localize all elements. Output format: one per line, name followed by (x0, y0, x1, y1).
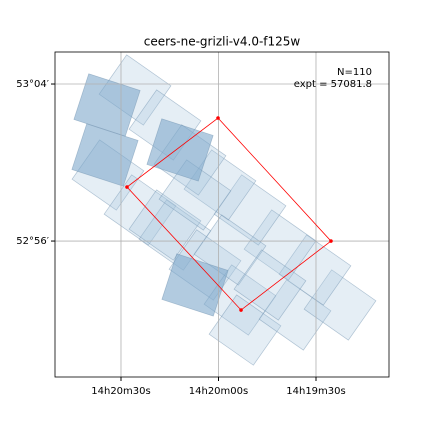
annotation: expt = 57081.8 (294, 79, 372, 90)
exposure-tile (158, 159, 232, 231)
chart-title: ceers-ne-grizli-v4.0-f125w (144, 35, 301, 49)
exposure-tile (233, 249, 307, 321)
outline-vertex (239, 308, 243, 312)
exposure-tile (303, 269, 377, 341)
outline-vertex (216, 116, 220, 120)
y-tick-label: 53°04′ (16, 79, 49, 90)
x-tick-label: 14h20m00s (189, 386, 248, 397)
plot-frame (54, 51, 390, 378)
outline-vertex (329, 239, 333, 243)
y-tick-label: 52°56′ (16, 236, 49, 247)
outline-vertex (125, 185, 129, 189)
exposure-tile (243, 209, 317, 281)
exposure-tile (161, 253, 229, 317)
exposure-tile (278, 234, 352, 306)
x-tick-label: 14h20m30s (91, 386, 150, 397)
exposure-tile (213, 174, 287, 246)
exposure-tile (208, 294, 282, 366)
annotation: N=110 (337, 67, 372, 78)
exposure-tile (71, 123, 139, 187)
exposure-tile (128, 189, 202, 261)
x-tick-label: 14h19m30s (286, 386, 345, 397)
